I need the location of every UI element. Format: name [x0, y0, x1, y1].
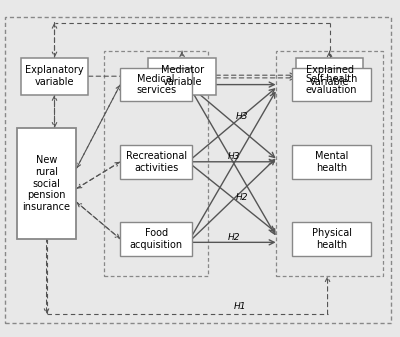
- Text: Food
acquisition: Food acquisition: [130, 228, 183, 250]
- FancyBboxPatch shape: [292, 145, 372, 179]
- FancyBboxPatch shape: [120, 222, 192, 256]
- FancyBboxPatch shape: [148, 58, 216, 95]
- Text: Physical
health: Physical health: [312, 228, 352, 250]
- Text: Medical
services: Medical services: [136, 74, 176, 95]
- FancyBboxPatch shape: [120, 145, 192, 179]
- FancyBboxPatch shape: [292, 222, 372, 256]
- Text: Explanatory
variable: Explanatory variable: [25, 65, 84, 87]
- FancyBboxPatch shape: [17, 128, 76, 239]
- Text: Mediator
variable: Mediator variable: [160, 65, 204, 87]
- Text: H3: H3: [228, 152, 240, 161]
- Text: H2: H2: [228, 233, 240, 242]
- Text: H3: H3: [236, 112, 248, 121]
- Text: Self-health
evaluation: Self-health evaluation: [305, 74, 358, 95]
- Text: H2: H2: [236, 192, 248, 202]
- Text: Recreational
activities: Recreational activities: [126, 151, 187, 173]
- FancyBboxPatch shape: [296, 58, 364, 95]
- FancyBboxPatch shape: [292, 68, 372, 101]
- FancyBboxPatch shape: [21, 58, 88, 95]
- FancyBboxPatch shape: [120, 68, 192, 101]
- Text: H1: H1: [234, 302, 246, 311]
- Text: Mental
health: Mental health: [315, 151, 348, 173]
- Text: New
rural
social
pension
insurance: New rural social pension insurance: [22, 155, 70, 212]
- Text: Explained
variable: Explained variable: [306, 65, 354, 87]
